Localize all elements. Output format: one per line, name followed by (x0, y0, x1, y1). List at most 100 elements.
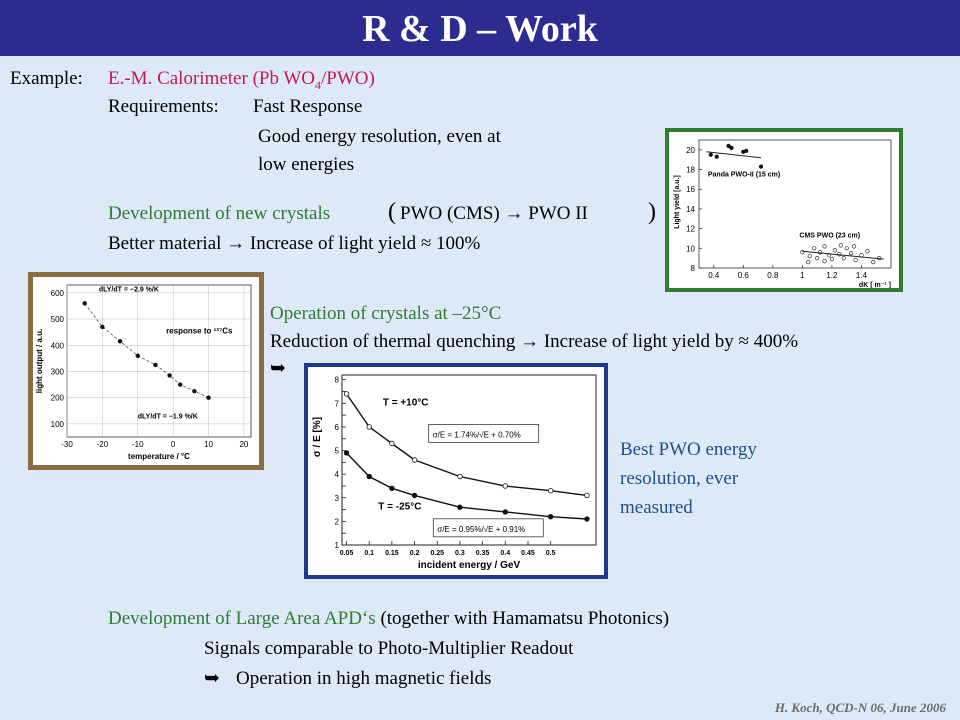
apd-line: Development of Large Area APD‘s (togethe… (108, 607, 669, 631)
temperature-chart: 100 200 300 400 500 600 -30 -20 -10 0 10 20 temperat… (35, 284, 252, 461)
y-tick-label: 16 (686, 185, 695, 194)
y-tick-label: 4 (335, 470, 340, 479)
data-point (343, 450, 350, 456)
y-tick-label: 7 (335, 399, 340, 408)
series-label: CMS PWO (23 cm) (799, 232, 860, 239)
data-point (714, 154, 719, 159)
data-point (837, 252, 842, 257)
apd-operation: Operation in high magnetic fields (236, 668, 492, 689)
y-tick-label: 8 (335, 376, 340, 385)
y-tick-label: 20 (686, 146, 695, 155)
x-tick-label: 0.15 (385, 550, 399, 557)
x-tick-label: 0 (171, 440, 176, 449)
crystals-better-material: Better material → Increase of light yiel… (108, 233, 481, 254)
data-point (457, 473, 463, 480)
y-tick-label: 12 (686, 225, 695, 234)
resolution-chart: 1 2 3 4 5 6 7 8 0.05 0.1 0.15 0.2 0.25 0.3 0.35 0.4 0.45… (312, 374, 597, 571)
data-point (812, 246, 817, 251)
data-point (844, 246, 849, 251)
series-label: T = +10°C (383, 398, 429, 409)
data-point (167, 373, 172, 378)
data-point (815, 256, 820, 261)
data-point (818, 250, 823, 255)
data-point (829, 257, 835, 262)
best-resolution-line-3: measured (620, 497, 693, 518)
data-point (800, 250, 805, 255)
data-point (726, 143, 731, 149)
data-point (871, 259, 876, 265)
y-tick-label: 600 (51, 289, 65, 298)
data-point (826, 253, 832, 258)
best-resolution-line-2: resolution, ever (620, 468, 739, 489)
trend-curve (84, 303, 209, 399)
x-tick-label: 1.4 (856, 271, 868, 280)
plot-frame (341, 374, 597, 546)
formula-box (432, 518, 544, 538)
chart-title: response to ¹³⁷Cs (166, 326, 233, 335)
data-point (584, 516, 590, 522)
x-tick-label: 0.8 (767, 271, 779, 280)
y-tick-label: 500 (51, 315, 65, 324)
data-point (807, 254, 812, 259)
x-tick-label: 10 (204, 440, 213, 449)
data-point (366, 473, 372, 480)
x-tick-label: 20 (239, 440, 248, 449)
data-point (547, 513, 554, 520)
data-point (411, 492, 418, 499)
data-point (343, 391, 350, 397)
data-point (192, 388, 197, 394)
annotation-top: dLY/dT = −2.9 %/K (99, 287, 159, 294)
data-point (708, 152, 713, 157)
data-point (853, 258, 858, 263)
data-point (841, 256, 846, 261)
data-point (502, 483, 508, 489)
data-point (838, 243, 843, 248)
data-point (822, 244, 827, 249)
data-point (877, 256, 882, 261)
y-axis-label: Light yield [a.u.] (674, 175, 681, 229)
data-point (851, 244, 857, 249)
brace-open: ( (388, 199, 396, 225)
apd-arrow-icon: ➥ (204, 668, 220, 689)
data-point (457, 504, 463, 510)
y-tick-label: 8 (691, 264, 696, 273)
y-tick-label: 14 (686, 205, 695, 214)
data-point (729, 145, 734, 150)
page-title: R & D – Work (362, 8, 598, 50)
apd-dev-tail: (together with Hamamatsu Photonics) (380, 608, 670, 629)
x-tick-label: 0.6 (738, 271, 750, 280)
data-point (366, 424, 372, 430)
x-axis-label: dK [ m⁻¹ ] (859, 282, 891, 288)
best-resolution-line-1: Best PWO energy (620, 439, 757, 460)
example-value-tail: /PWO) (321, 68, 375, 89)
x-axis-label: temperature / °C (128, 452, 190, 461)
formula-box (428, 424, 540, 443)
data-point (206, 395, 211, 400)
y-tick-label: 1 (335, 541, 340, 550)
cooling-reduction: Reduction of thermal quenching → Increas… (270, 331, 799, 352)
series-label: Panda PWO-II (15 cm) (708, 171, 780, 178)
data-point (135, 353, 140, 358)
data-point (865, 249, 870, 254)
y-tick-label: 3 (335, 494, 340, 503)
example-value-main: E.-M. Calorimeter (Pb WO (108, 68, 316, 89)
requirement-resolution-1: Good energy resolution, even at (258, 126, 501, 147)
fit-line (706, 151, 762, 159)
data-point (806, 259, 811, 265)
light-yield-chart-panel: 8 10 12 14 16 18 20 0.4 0.6 0.8 1 1.2 1.4 dK [ m⁻¹ ] L… (665, 128, 903, 292)
data-point (744, 148, 749, 153)
x-tick-label: -20 (97, 440, 109, 449)
footer-credit: H. Koch, QCD-N 06, June 2006 (774, 700, 946, 715)
example-value: E.-M. Calorimeter (Pb WO4/PWO) (108, 67, 375, 97)
apd-dev-label: Development of Large Area APD‘s (108, 608, 376, 629)
y-tick-label: 400 (51, 341, 65, 350)
data-point (832, 248, 837, 253)
title-bar (0, 0, 960, 56)
x-axis-label: incident energy / GeV (418, 560, 521, 571)
data-point (82, 301, 87, 306)
series-curve (345, 393, 587, 497)
series-label: T = -25°C (378, 502, 421, 513)
plot-frame (698, 139, 892, 269)
requirement-resolution-2: low energies (258, 154, 355, 175)
series-curve (345, 452, 587, 520)
